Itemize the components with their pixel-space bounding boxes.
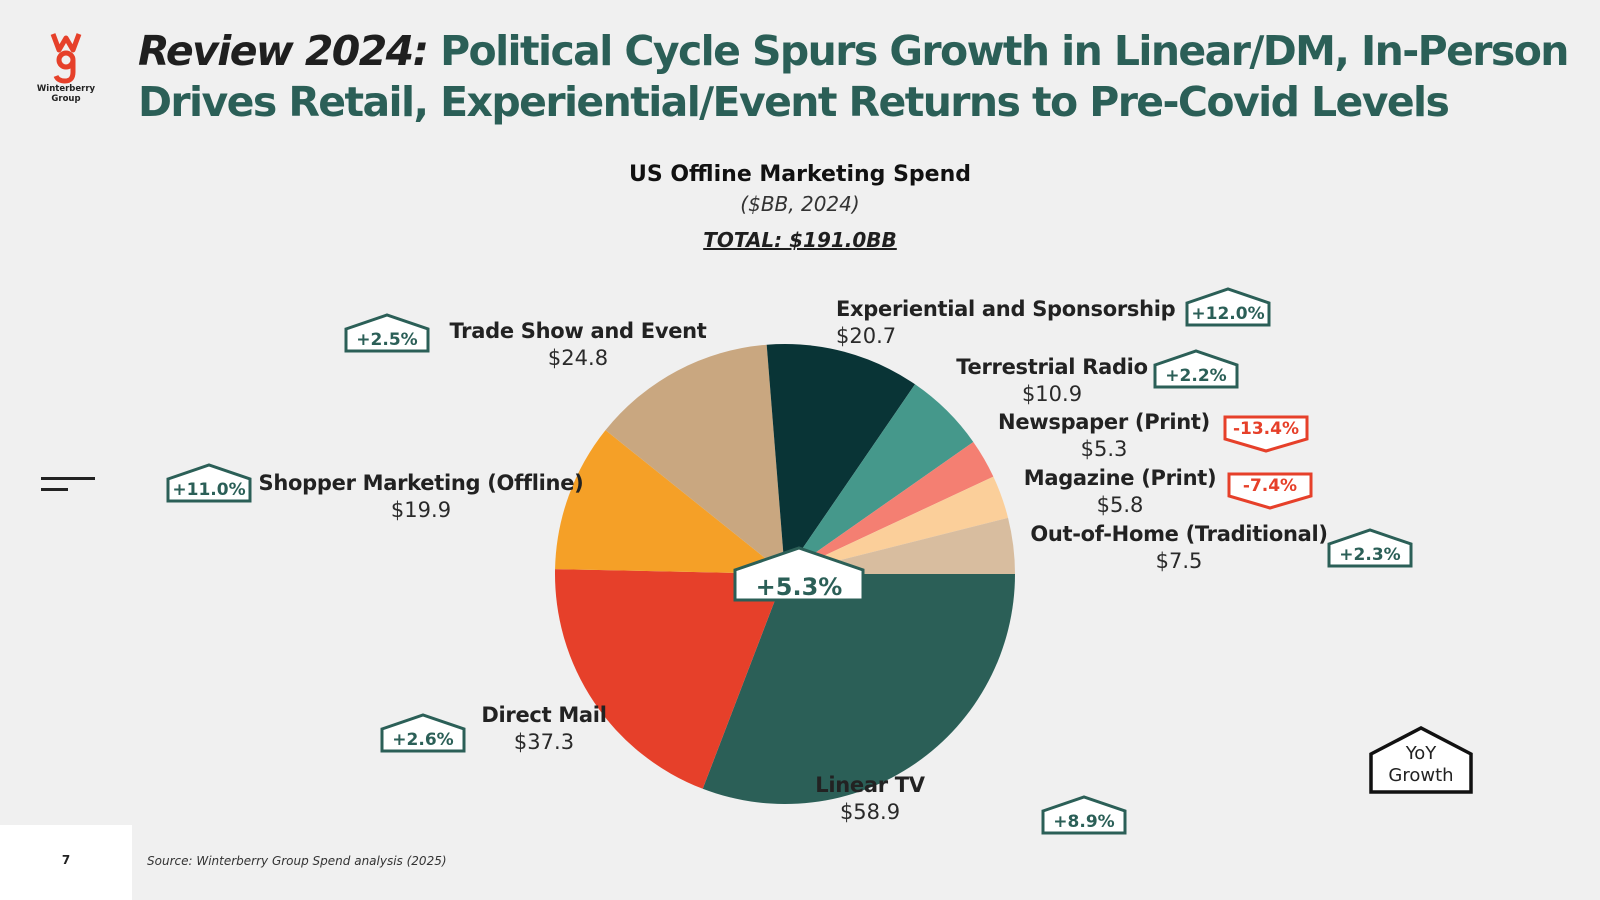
title-lead: Review 2024:	[138, 27, 429, 75]
growth-value: +5.3%	[755, 573, 843, 601]
chart-total: TOTAL: $191.0BB	[703, 228, 897, 252]
slice-value: $19.9	[390, 498, 452, 522]
pie-slice-out-of-home-traditional	[785, 517, 1015, 574]
up-arrow-badge-shape	[1153, 349, 1239, 389]
growth-value: +11.0%	[172, 480, 246, 500]
slice-label-newspaper: Newspaper (Print) $5.3	[998, 409, 1210, 463]
slice-name: Newspaper (Print)	[998, 410, 1210, 434]
slice-label-linear-tv: Linear TV $58.9	[815, 772, 925, 826]
slice-name: Shopper Marketing (Offline)	[258, 471, 584, 495]
slice-name: Experiential and Sponsorship	[836, 297, 1176, 321]
slice-value: $5.3	[1080, 437, 1128, 461]
up-arrow-badge-shape	[733, 546, 865, 602]
pie-slice-magazine-print	[785, 476, 1009, 574]
slice-label-trade-show: Trade Show and Event $24.8	[449, 318, 706, 372]
yoy-growth-legend: YoY Growth	[1369, 726, 1473, 796]
pie-slice-linear-tv	[702, 574, 1015, 804]
pie-slice-shopper-marketing-offline	[555, 430, 785, 574]
slice-value: $10.9	[1021, 382, 1083, 406]
slice-value: $58.9	[839, 800, 901, 824]
slice-label-experiential: Experiential and Sponsorship $20.7	[836, 296, 1176, 350]
slice-value: $20.7	[836, 324, 897, 348]
slice-label-terrestrial-radio: Terrestrial Radio $10.9	[956, 354, 1148, 408]
down-arrow-badge-shape	[1227, 472, 1313, 510]
slice-name: Magazine (Print)	[1023, 466, 1217, 490]
growth-badge-newspaper: -13.4%	[1223, 415, 1309, 455]
pie-slice-trade-show-and-event	[605, 344, 785, 574]
slice-label-magazine: Magazine (Print) $5.8	[1024, 465, 1217, 519]
growth-value: YoY Growth	[1388, 743, 1454, 786]
up-arrow-badge-shape	[1185, 287, 1271, 327]
slice-name: Trade Show and Event	[449, 319, 707, 343]
slice-value: $7.5	[1155, 549, 1203, 573]
growth-badge-trade-show: +2.5%	[344, 313, 430, 355]
pie-slice-experiential-and-sponsorship	[766, 343, 916, 574]
menu-icon[interactable]	[41, 477, 95, 499]
growth-value: +8.9%	[1053, 812, 1115, 832]
growth-value: +12.0%	[1191, 304, 1265, 324]
page-number: 7	[61, 853, 71, 867]
up-arrow-badge-shape	[1327, 528, 1413, 568]
growth-badge-shopper-marketing: +11.0%	[166, 463, 252, 505]
growth-badge-magazine: -7.4%	[1227, 472, 1313, 512]
growth-value: -7.4%	[1242, 476, 1298, 496]
up-arrow-badge-shape	[344, 313, 430, 353]
total-growth-badge: +5.3%	[733, 546, 865, 604]
up-arrow-badge-shape	[380, 713, 466, 753]
growth-value: +2.3%	[1339, 545, 1401, 565]
pie-slice-direct-mail	[554, 569, 785, 789]
up-arrow-badge-shape	[166, 463, 252, 503]
slice-value: $5.8	[1096, 493, 1144, 517]
page-title: Review 2024: Political Cycle Spurs Growt…	[138, 26, 1578, 128]
pie-slice-newspaper-print	[785, 441, 994, 574]
logo-text: Winterberry Group	[36, 84, 96, 104]
slice-label-direct-mail: Direct Mail $37.3	[481, 702, 607, 756]
pie-slice-terrestrial-radio	[785, 384, 974, 574]
slice-name: Linear TV	[815, 773, 925, 797]
chart-subtitle: ($BB, 2024)	[740, 192, 860, 216]
growth-value: +2.6%	[392, 730, 454, 750]
slice-value: $37.3	[513, 730, 575, 754]
growth-value: +2.5%	[356, 330, 418, 350]
page-number-box: 7	[0, 825, 132, 900]
growth-value: -13.4%	[1232, 419, 1300, 439]
growth-value: +2.2%	[1165, 366, 1227, 386]
wg-logo-icon	[50, 33, 82, 84]
up-arrow-badge-shape	[1369, 726, 1473, 794]
growth-badge-terrestrial-radio: +2.2%	[1153, 349, 1239, 391]
slice-value: $24.8	[547, 346, 609, 370]
growth-badge-experiential: +12.0%	[1185, 287, 1271, 329]
growth-badge-out-of-home: +2.3%	[1327, 528, 1413, 570]
down-arrow-badge-shape	[1223, 415, 1309, 453]
winterberry-logo: Winterberry Group	[30, 30, 102, 104]
chart-title: US Offline Marketing Spend	[628, 162, 971, 187]
slice-name: Terrestrial Radio	[956, 355, 1148, 379]
growth-badge-linear-tv: +8.9%	[1041, 795, 1127, 837]
title-rest: Political Cycle Spurs Growth in Linear/D…	[138, 27, 1569, 126]
up-arrow-badge-shape	[1041, 795, 1127, 835]
slice-label-out-of-home: Out-of-Home (Traditional) $7.5	[1030, 521, 1328, 575]
slice-label-shopper-marketing: Shopper Marketing (Offline) $19.9	[259, 470, 584, 524]
slice-name: Direct Mail	[481, 703, 607, 727]
chart-header: US Offline Marketing Spend ($BB, 2024) T…	[0, 160, 1600, 254]
growth-badge-direct-mail: +2.6%	[380, 713, 466, 755]
slice-name: Out-of-Home (Traditional)	[1030, 522, 1328, 546]
source-note: Source: Winterberry Group Spend analysis…	[147, 854, 447, 868]
